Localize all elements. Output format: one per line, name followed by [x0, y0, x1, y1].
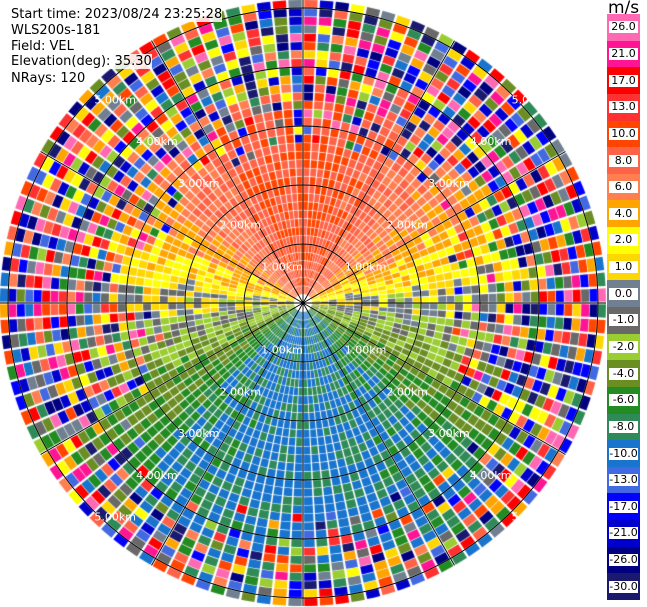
range-ring — [243, 243, 363, 363]
colorbar-tick-label: -4.0 — [609, 367, 638, 380]
elevation-label: Elevation(deg): 35.30 — [11, 54, 152, 69]
range-ring — [125, 125, 481, 481]
range-ring-label: 1.00km — [261, 260, 303, 273]
radial-line — [151, 40, 304, 304]
colorbar-tick-label: -6.0 — [609, 394, 638, 407]
radial-line — [302, 40, 455, 304]
range-ring-label: 2.00km — [220, 219, 262, 232]
radial-line — [302, 151, 566, 304]
range-ring-label: 3.00km — [428, 427, 470, 440]
range-ring-label: 5.00km — [512, 93, 554, 106]
colorbar-tick-label: 26.0 — [609, 21, 638, 34]
start-time-label: Start time: 2023/08/24 23:25:28 — [11, 7, 223, 22]
radial-line — [40, 302, 304, 455]
colorbar-tick-label: -17.0 — [609, 499, 638, 513]
range-ring — [66, 66, 540, 540]
range-ring-label: 3.00km — [178, 427, 220, 440]
range-ring-label: 5.00km — [512, 511, 554, 524]
range-ring-label: 1.00km — [345, 344, 387, 357]
radial-line — [302, 302, 455, 566]
colorbar-tick-label: 0.0 — [609, 287, 638, 300]
range-ring-label: 3.00km — [428, 177, 470, 190]
colorbar-tick-label: 4.0 — [609, 207, 638, 220]
colorbar-units: m/s — [608, 0, 640, 18]
range-ring-label: 4.00km — [470, 469, 512, 482]
colorbar-tick-label: -10.0 — [609, 446, 638, 460]
colorbar: 26.0 21.0 17.0 13.0 10.0 8.0 6.0 4.0 2.0 1.0 0.0 -1… — [607, 14, 640, 601]
range-ring-label: 3.00km — [178, 177, 220, 190]
colorbar-tick-label: 17.0 — [609, 74, 638, 87]
colorbar-tick-label: -21.0 — [609, 526, 638, 540]
range-ring-label: 1.00km — [345, 260, 387, 273]
range-ring-label: 5.00km — [94, 511, 136, 524]
colorbar-tick-label: 8.0 — [609, 154, 638, 167]
colorbar-tick-label: -8.0 — [609, 420, 638, 433]
range-ring-label: 2.00km — [386, 219, 428, 232]
colorbar-tick-label: 10.0 — [609, 127, 638, 140]
colorbar-tick-label: 2.0 — [609, 234, 638, 247]
range-ring — [184, 184, 422, 422]
instrument-label: WLS200s-181 — [11, 23, 101, 38]
colorbar-tick-label: -13.0 — [609, 473, 638, 487]
range-ring-label: 1.00km — [261, 344, 303, 357]
range-ring-label: 4.00km — [136, 469, 178, 482]
radial-line — [302, 302, 566, 455]
radial-line — [151, 302, 304, 566]
range-ring-overlay: 1.00km 1.00km 1.00km 1.00km 2.00km 2.00km 2.00… — [0, 0, 606, 606]
colorbar-tick-label: 6.0 — [609, 181, 638, 194]
colorbar-tick-label: -26.0 — [609, 553, 638, 567]
colorbar-tick-label: 21.0 — [609, 47, 638, 60]
colorbar-tick-label: -2.0 — [609, 340, 638, 353]
nrays-label: NRays: 120 — [11, 71, 86, 86]
range-ring-label: 2.00km — [386, 385, 428, 398]
colorbar-tick-label: -1.0 — [609, 314, 638, 327]
range-ring-label: 2.00km — [220, 385, 262, 398]
radial-line — [40, 151, 304, 304]
range-ring-label: 4.00km — [136, 135, 178, 148]
field-label: Field: VEL — [11, 39, 74, 54]
range-ring-label: 4.00km — [470, 135, 512, 148]
colorbar-tick-label: 1.0 — [609, 261, 638, 274]
colorbar-tick-label: 13.0 — [609, 101, 638, 114]
colorbar-tick-label: -30.0 — [609, 579, 638, 593]
range-ring-label: 5.00km — [94, 93, 136, 106]
range-ring — [7, 7, 599, 599]
